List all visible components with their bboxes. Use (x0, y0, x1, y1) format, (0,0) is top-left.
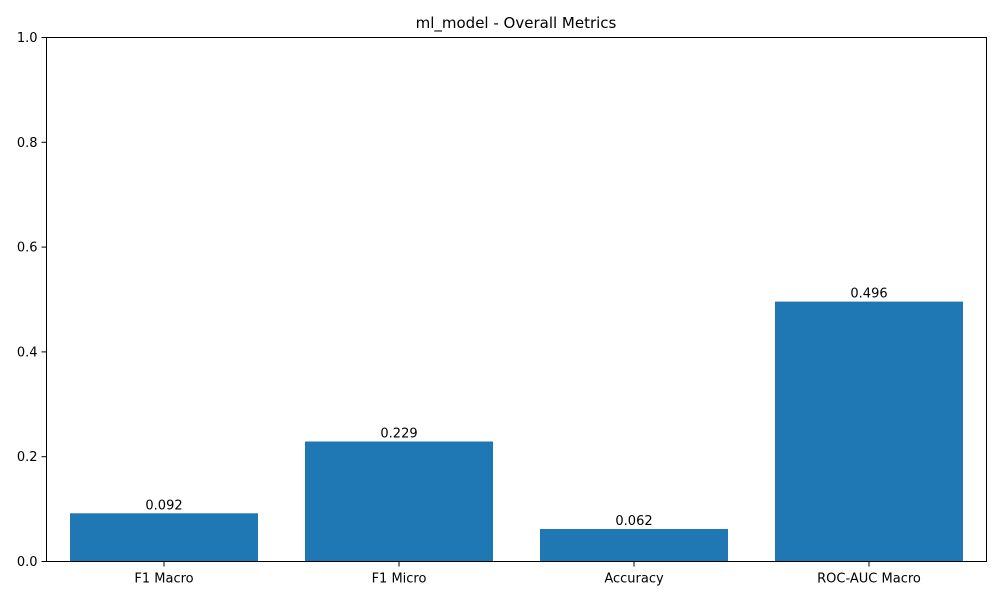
bar-value-label: 0.229 (380, 427, 417, 442)
bar-roc-auc-macro (775, 301, 963, 562)
x-tick-label: F1 Micro (372, 572, 427, 587)
chart-title: ml_model - Overall Metrics (416, 14, 617, 33)
value-labels-group: 0.092 0.229 0.062 0.496 (145, 287, 887, 529)
y-tick-label: 1.0 (17, 31, 38, 46)
x-tick-label: ROC-AUC Macro (817, 572, 921, 587)
bar-value-label: 0.062 (615, 514, 652, 529)
bars-group (70, 301, 963, 562)
x-tick-label: Accuracy (604, 572, 664, 587)
bar-f1-macro (70, 513, 258, 562)
bar-f1-micro (305, 441, 493, 562)
y-axis: 0.0 0.2 0.4 0.6 0.8 1.0 (17, 31, 47, 570)
x-tick-label: F1 Macro (134, 572, 193, 587)
y-tick-label: 0.4 (17, 345, 38, 360)
bar-value-label: 0.496 (850, 287, 887, 302)
bar-accuracy (540, 529, 728, 562)
bar-value-label: 0.092 (145, 498, 182, 513)
y-tick-label: 0.6 (17, 241, 38, 256)
y-tick-label: 0.8 (17, 136, 38, 151)
y-tick-label: 0.0 (17, 555, 38, 570)
plot-frame (46, 37, 987, 562)
x-axis: F1 Macro F1 Micro Accuracy ROC-AUC Macro (134, 561, 921, 587)
y-tick-label: 0.2 (17, 450, 38, 465)
